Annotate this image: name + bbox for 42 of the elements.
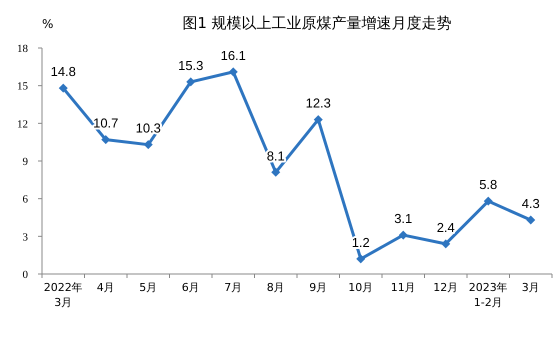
point [484,196,493,206]
y-axis-title: % [42,17,54,31]
x-tick-label: 2022年 3月 [44,281,83,309]
x-tick-label: 12月 [433,281,458,294]
chart-title: 图1 规模以上工业原煤产量增速月度走势 [182,14,452,32]
data-label: 15.3 [178,58,204,73]
data-label: 16.1 [220,48,246,63]
x-tick-label: 4月 [96,281,115,294]
x-tick-label: 3月 [522,281,540,294]
data-label: 14.8 [50,64,76,80]
y-tick-label: 18 [17,43,28,55]
data-label: 2.4 [436,220,455,235]
x-tick-label: 11月 [390,281,416,294]
data-label: 5.8 [479,177,498,192]
point [356,254,366,264]
y-tick-label: 15 [17,80,28,93]
x-tick-label: 5月 [139,281,158,294]
x-tick-label: 7月 [224,281,242,294]
point [144,140,153,150]
point [228,67,238,76]
x-tick-label: 2023年 1-2月 [468,281,508,309]
y-tick-label: 9 [22,156,28,168]
y-tick-label: 6 [22,194,28,206]
y-tick-label: 3 [22,231,28,244]
y-tick-label: 0 [22,269,28,281]
point [398,230,408,240]
data-label: 10.7 [93,116,118,131]
point [314,115,323,124]
data-label: 4.3 [522,196,540,212]
x-tick-label: 9月 [309,281,328,294]
x-tick-label: 8月 [266,281,285,294]
point [441,239,450,248]
point [186,77,196,86]
data-label: 12.3 [306,96,331,111]
point [271,168,280,177]
point [526,216,536,225]
y-tick-label: 12 [17,118,28,130]
point [101,135,110,144]
x-tick-label: 6月 [182,281,200,294]
point [58,84,68,93]
data-label: 3.1 [394,211,412,226]
x-tick-label: 10月 [348,281,374,294]
